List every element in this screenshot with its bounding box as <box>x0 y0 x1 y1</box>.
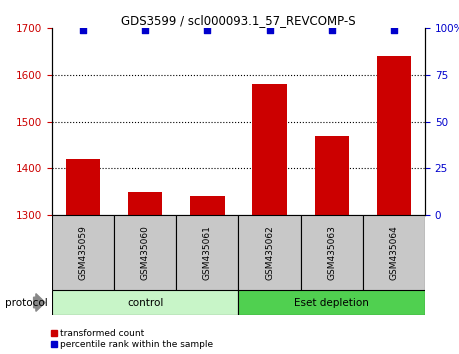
Bar <box>176 215 238 290</box>
Text: GSM435059: GSM435059 <box>78 225 87 280</box>
Point <box>203 27 211 33</box>
Point <box>265 27 273 33</box>
Text: GSM435062: GSM435062 <box>264 225 274 280</box>
Text: Eset depletion: Eset depletion <box>294 297 369 308</box>
Bar <box>66 159 100 215</box>
Text: control: control <box>127 297 163 308</box>
Text: GSM435063: GSM435063 <box>326 225 336 280</box>
Bar <box>252 84 286 215</box>
Point <box>79 27 87 33</box>
Point <box>389 27 397 33</box>
Bar <box>376 56 410 215</box>
Bar <box>128 192 162 215</box>
Bar <box>114 215 176 290</box>
Point <box>327 27 335 33</box>
Text: GSM435064: GSM435064 <box>389 225 397 280</box>
Legend: transformed count, percentile rank within the sample: transformed count, percentile rank withi… <box>50 329 213 349</box>
Text: protocol: protocol <box>5 297 47 308</box>
Bar <box>362 215 424 290</box>
Point <box>141 27 149 33</box>
Bar <box>52 290 238 315</box>
Bar <box>238 290 424 315</box>
Bar <box>238 215 300 290</box>
Text: GSM435060: GSM435060 <box>140 225 150 280</box>
Bar <box>300 215 362 290</box>
Text: GSM435061: GSM435061 <box>202 225 212 280</box>
Title: GDS3599 / scl000093.1_57_REVCOMP-S: GDS3599 / scl000093.1_57_REVCOMP-S <box>121 14 355 27</box>
Bar <box>52 215 114 290</box>
Bar <box>190 196 224 215</box>
Bar <box>314 136 348 215</box>
